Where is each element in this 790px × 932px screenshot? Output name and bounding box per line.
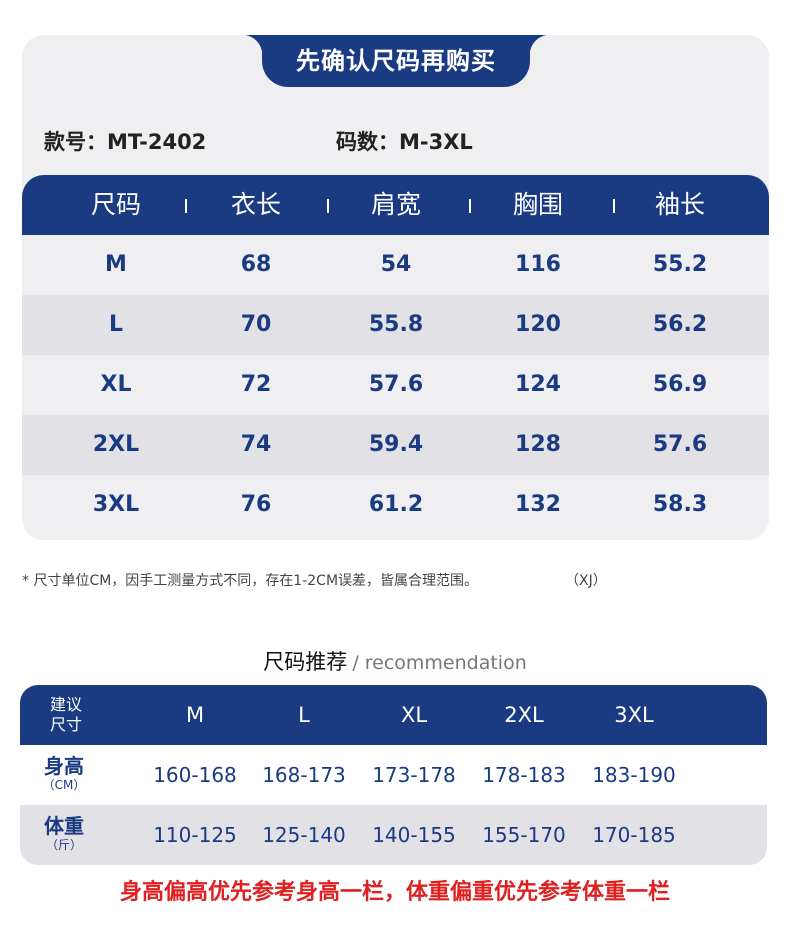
table-row: 3XL 76 61.2 132 58.3: [22, 475, 769, 535]
corner-label: 建议 尺寸: [20, 695, 112, 735]
measurement-note: * 尺寸单位CM，因手工测量方式不同，存在1-2CM误差，皆属合理范围。: [22, 573, 479, 589]
table-cell: 57.6: [368, 372, 424, 397]
table-cell: 55.8: [368, 312, 424, 337]
recommendation-title: 尺码推荐 / recommendation: [0, 646, 790, 676]
style-number-label: 款号：: [44, 130, 107, 154]
note-code: （XJ）: [565, 573, 607, 589]
header-divider: [469, 199, 471, 213]
weight-value: 170-185: [592, 823, 676, 847]
weight-label-text: 体重: [44, 814, 84, 838]
height-label-text: 身高: [44, 754, 84, 778]
table-cell: 124: [515, 372, 561, 397]
table-cell: 54: [380, 252, 412, 277]
table-cell: 61.2: [368, 492, 424, 517]
table-row: 2XL 74 59.4 128 57.6: [22, 415, 769, 475]
weight-value: 125-140: [262, 823, 346, 847]
table-cell: 120: [515, 312, 561, 337]
header-sleeve: 袖长: [654, 190, 705, 219]
table-cell: 55.2: [652, 252, 708, 277]
header-size: 尺码: [90, 190, 141, 219]
header-divider: [327, 199, 329, 213]
weight-value: 140-155: [372, 823, 456, 847]
corner-label-line1: 建议: [49, 695, 82, 714]
table-cell: 72: [240, 372, 272, 397]
height-value: 168-173: [262, 763, 346, 787]
header-length: 衣长: [230, 190, 281, 219]
table-cell: 132: [515, 492, 561, 517]
weight-label: 体重 （斤）: [20, 805, 108, 852]
table-cell: L: [108, 312, 124, 337]
recommendation-title-en: / recommendation: [352, 652, 527, 674]
footer-tip: 身高偏高优先参考身高一栏，体重偏重优先参考体重一栏: [119, 880, 670, 905]
recommendation-title-zh: 尺码推荐: [263, 650, 348, 674]
rec-size-header: L: [298, 703, 310, 727]
height-label: 身高 （CM）: [20, 745, 108, 792]
weight-unit: （斤）: [45, 838, 82, 852]
table-row: XL 72 57.6 124 56.9: [22, 355, 769, 415]
size-range-label: 码数：: [336, 130, 399, 154]
rec-size-header: M: [185, 703, 205, 727]
height-value: 178-183: [482, 763, 566, 787]
table-cell: 56.9: [652, 372, 708, 397]
table-cell: 56.2: [652, 312, 708, 337]
weight-value: 110-125: [153, 823, 237, 847]
table-cell: 2XL: [92, 432, 140, 457]
table-cell: 58.3: [652, 492, 708, 517]
table-cell: 70: [240, 312, 272, 337]
table-row: L 70 55.8 120 56.2: [22, 295, 769, 355]
page-title: 先确认尺码再购买: [242, 35, 550, 87]
header-chest: 胸围: [512, 190, 563, 219]
table-cell: 116: [515, 252, 561, 277]
size-range-value: M-3XL: [399, 130, 473, 154]
header-divider: [185, 199, 187, 213]
table-cell: 3XL: [92, 492, 140, 517]
table-cell: M: [105, 252, 127, 277]
height-unit: （CM）: [42, 778, 86, 792]
style-number-value: MT-2402: [107, 130, 207, 154]
weight-value: 155-170: [482, 823, 566, 847]
table-cell: 68: [240, 252, 272, 277]
header-shoulder: 肩宽: [370, 190, 421, 219]
table-cell: XL: [100, 372, 132, 397]
rec-size-header: 2XL: [504, 703, 544, 727]
table-cell: 74: [240, 432, 272, 457]
recommendation-header: 建议 尺寸 M L XL 2XL 3XL: [20, 685, 767, 745]
height-row: 身高 （CM） 160-168 168-173 173-178 178-183 …: [20, 745, 767, 805]
table-cell: 57.6: [652, 432, 708, 457]
height-value: 183-190: [592, 763, 676, 787]
corner-label-line2: 尺寸: [49, 715, 82, 734]
table-cell: 76: [240, 492, 272, 517]
style-number: 款号：MT-2402: [44, 126, 206, 156]
table-row: M 68 54 116 55.2: [22, 235, 769, 295]
size-range: 码数：M-3XL: [336, 126, 473, 156]
height-value: 160-168: [153, 763, 237, 787]
header-divider: [613, 199, 615, 213]
table-cell: 128: [515, 432, 561, 457]
weight-row: 体重 （斤） 110-125 125-140 140-155 155-170 1…: [20, 805, 767, 865]
table-cell: 59.4: [368, 432, 424, 457]
rec-size-header: XL: [400, 703, 428, 727]
size-table-header: 尺码 衣长 肩宽 胸围 袖长: [22, 175, 769, 235]
rec-size-header: 3XL: [614, 703, 654, 727]
height-value: 173-178: [372, 763, 456, 787]
